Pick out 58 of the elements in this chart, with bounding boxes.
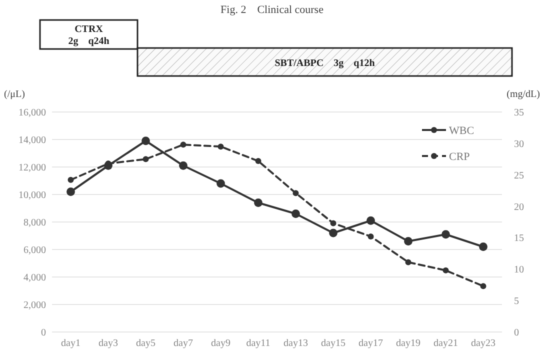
point bbox=[442, 230, 450, 239]
x-tick-label: day9 bbox=[211, 338, 230, 349]
x-tick-label: day5 bbox=[136, 338, 156, 349]
x-tick-label: day23 bbox=[471, 338, 496, 349]
point bbox=[66, 188, 75, 196]
y-tick-label: 2,000 bbox=[24, 300, 46, 311]
point bbox=[480, 283, 486, 290]
y2-tick-label: 35 bbox=[514, 108, 524, 118]
text: SBT/ABPC 3g q12h bbox=[274, 58, 376, 69]
y2-tick-label: 25 bbox=[514, 170, 524, 182]
x-tick-label: day3 bbox=[98, 338, 118, 349]
y2-tick-label: 20 bbox=[514, 202, 524, 213]
y2-tick-label: 0 bbox=[514, 328, 519, 338]
legend-label: WBC bbox=[449, 125, 474, 137]
y-tick-label: 6,000 bbox=[24, 245, 46, 256]
point bbox=[330, 220, 336, 226]
y2-tick-label: 15 bbox=[514, 233, 524, 244]
y-tick-label: 12,000 bbox=[18, 162, 46, 174]
x-tick-label: day19 bbox=[396, 338, 420, 349]
point bbox=[68, 176, 74, 183]
point bbox=[179, 161, 188, 170]
point bbox=[292, 190, 299, 196]
point bbox=[218, 144, 224, 150]
legend-label: CRP bbox=[449, 151, 470, 163]
point bbox=[368, 233, 374, 240]
y-tick-label: 8,000 bbox=[24, 218, 46, 228]
x-tick-label: day21 bbox=[434, 338, 458, 349]
x-tick-label: day13 bbox=[284, 338, 308, 349]
y2-tick-label: 30 bbox=[514, 138, 524, 150]
point bbox=[404, 237, 412, 246]
point bbox=[254, 198, 262, 207]
point bbox=[292, 210, 300, 218]
y-tick-label: 0 bbox=[41, 328, 46, 338]
y-tick-label: 16,000 bbox=[18, 108, 46, 118]
y2-tick-label: 5 bbox=[514, 296, 519, 308]
x-tick-label: day7 bbox=[174, 338, 193, 349]
point bbox=[329, 228, 338, 238]
point bbox=[142, 156, 149, 162]
point bbox=[255, 158, 262, 164]
y-tick-label: 14,000 bbox=[18, 135, 46, 146]
x-tick-label: day17 bbox=[358, 338, 383, 349]
y2-tick-label: 10 bbox=[514, 264, 524, 276]
y-tick-label: 4,000 bbox=[24, 272, 46, 284]
x-tick-label: day1 bbox=[61, 338, 80, 349]
point bbox=[142, 136, 150, 146]
y-tick-label: 10,000 bbox=[18, 190, 46, 201]
point bbox=[479, 242, 488, 251]
point bbox=[180, 142, 186, 148]
x-tick-label: day11 bbox=[246, 338, 270, 349]
point bbox=[366, 216, 375, 225]
point bbox=[216, 179, 225, 188]
x-tick-label: day15 bbox=[321, 338, 346, 349]
point bbox=[405, 259, 412, 266]
chart-title: Fig. 2 Clinical course bbox=[220, 4, 324, 16]
y2-axis-title: (mg/dL) bbox=[506, 89, 540, 100]
text: CTRX 2g q24h bbox=[68, 24, 110, 47]
y-axis-title: (/μL) bbox=[4, 89, 25, 100]
point bbox=[442, 267, 449, 274]
